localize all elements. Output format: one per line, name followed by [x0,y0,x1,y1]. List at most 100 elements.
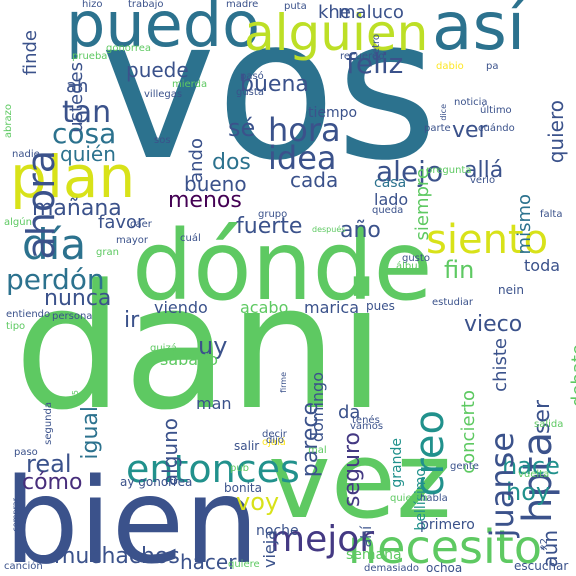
word-gente: gente [450,461,479,472]
word-grupo: grupo [258,209,288,220]
word-tiempo: tiempo [308,105,358,121]
word-pa: pa [486,61,499,72]
word-x5: x5 [71,390,80,400]
word-dijo: dijo [266,435,285,446]
word-tan: tan [62,95,112,130]
word-pregunta: pregunta [426,165,472,176]
word-decir: decir [262,429,287,440]
word-real: real [26,450,72,478]
word-chiste: chiste [490,338,511,392]
word-mejor: mejor [270,519,375,560]
word-cancion: canción [4,561,43,572]
word-feliz: feliz [346,47,404,80]
word-algun: algún [4,217,32,228]
word-ano: año [340,218,381,243]
word-falta: falta [540,209,563,220]
word-trabajo: trabajo [128,0,164,10]
word-da: da [338,402,361,423]
word-dice: dice [439,104,448,121]
word-maluco: maluco [338,2,404,23]
word-ando: ando [186,138,207,183]
word-bien: bien [4,452,260,576]
word-bueno: bueno [184,172,247,196]
word-necesito: necesito [348,520,542,574]
word-siempre: siempre [412,168,433,241]
word-gusta: gusta [236,87,264,98]
word-quiere: quiere [228,559,260,570]
word-album: álbum [396,261,428,272]
word-igual: igual [78,406,103,460]
word-se: sé [228,114,256,142]
word-alejo: alejo [376,155,444,188]
word-gran: gran [96,247,119,258]
word-sabado: sábado [160,350,219,369]
word-despues: después [312,225,346,234]
word-asi: así [432,0,526,65]
word-semana: semana [346,547,402,563]
word-caer: caer [130,219,152,230]
word-dabio: dabio [436,61,464,72]
word-ahi: ahí [359,526,375,548]
word-ir: ir [124,308,140,333]
word-nadie: nadie [12,149,40,160]
word-grande: grande [389,438,405,488]
word-menos: menos [168,188,242,213]
word-quien: quién [60,142,116,166]
word-dia: día [22,220,87,269]
word-quiza: quizá [150,343,177,354]
word-trilo: trilo [218,497,238,508]
word-entiendo: entiendo [6,309,51,320]
word-abrazo: abrazo [3,104,14,139]
word-noticia: noticia [454,97,488,108]
word-mismo: mismo [514,194,535,255]
word-queda: queda [372,205,404,216]
word-alguien: alguien [244,4,429,62]
word-mierda: mierda [172,79,208,90]
word-como: cómo [22,470,83,495]
word-muchachos: muchachos [54,544,180,569]
word-gusto: gusto [402,253,430,264]
word-paso-accent: pasó [240,71,264,82]
word-ojala: ojalá [262,437,286,448]
word-lado: lado [374,190,409,209]
word-uy: uy [198,332,228,360]
word-hoy: hoy [506,478,551,506]
word-manana: mañana [32,196,122,221]
word-prueba: prueba [72,51,108,62]
word-cada: cada [290,168,339,192]
word-puede: puede [126,58,189,82]
word-juanse: juanse [483,432,521,538]
word-domingo: domingo [308,372,327,443]
word-tenes: tenés [352,415,380,426]
word-pub: pub [230,463,250,474]
word-khe: khe [318,2,351,23]
word-cual: cuál [180,233,201,244]
word-primero: primero [420,517,475,533]
word-demasiado: demasiado [364,563,419,574]
word-vuelta: vuelta [518,469,550,480]
word-salida: salida [534,419,564,430]
word-ay-gonorrea: ay gonorrea [120,475,193,489]
word-viendo: viendo [154,298,208,317]
word-sos: sos [154,135,171,146]
word-villegas: villegas [144,89,183,100]
word-perdon: perdón [6,263,105,296]
word-firme: firme [279,372,288,393]
word-debate: debate [568,344,576,408]
word-hace: hace [502,452,560,480]
word-voy: voy [236,488,280,516]
word-segunda: segunda [43,402,54,445]
word-escuchar: escuchar [514,559,569,573]
word-dani: dani [14,247,386,448]
word-finde: finde [20,30,41,76]
word-tipo: tipo [6,321,26,332]
word-comprar: comprar [11,498,20,532]
word-pues: pues [366,299,395,313]
word-nunca: nunca [44,286,112,311]
word-ah: ah [66,76,89,97]
word-siento: siento [426,217,549,263]
word-favor: favor [98,212,145,233]
word-vez: vez [268,419,452,542]
word-paso: paso [14,447,38,458]
word-verlo: verlo [470,175,496,186]
